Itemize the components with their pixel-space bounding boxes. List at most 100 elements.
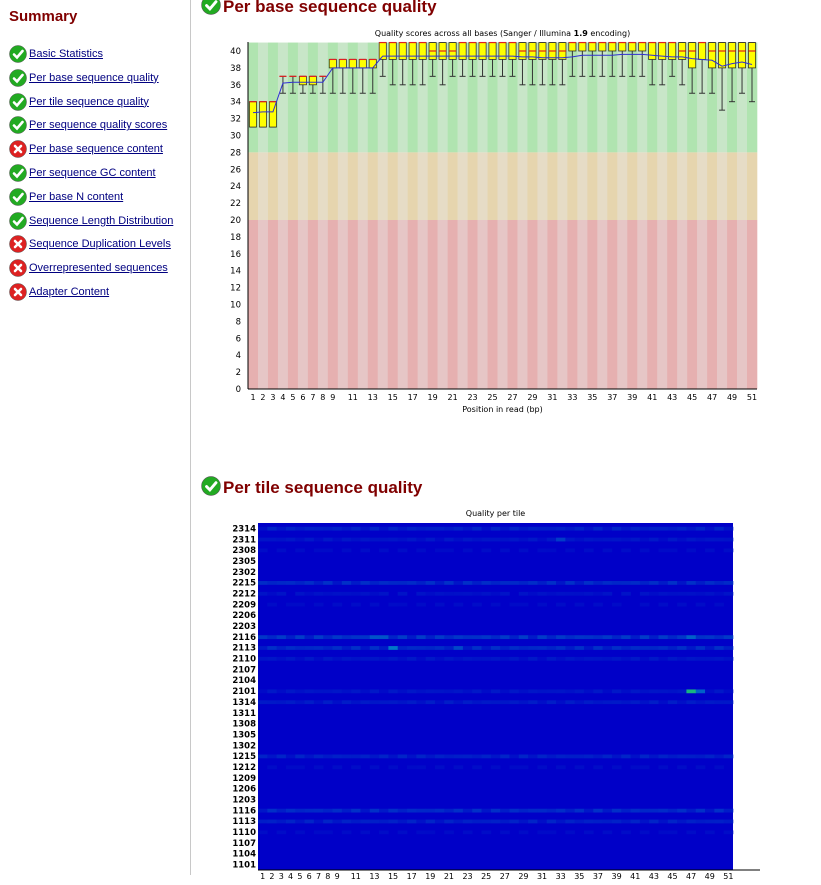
quartile-box <box>598 42 607 52</box>
sidebar-link[interactable]: Per base N content <box>29 190 124 203</box>
heatmap-cell <box>574 602 585 607</box>
heatmap-cell <box>341 635 352 640</box>
band-poor <box>617 220 628 389</box>
y-tick-label: 2308 <box>232 546 256 556</box>
heatmap-cell <box>658 700 669 705</box>
heatmap-cell <box>528 689 538 694</box>
band-good <box>317 42 329 153</box>
heatmap-cell <box>267 700 277 705</box>
heatmap-cell <box>537 830 548 835</box>
band-good <box>637 42 648 153</box>
x-tick-label: 45 <box>667 872 677 881</box>
x-tick-label: 19 <box>425 872 435 881</box>
band-good <box>367 42 379 153</box>
heatmap-cell <box>518 581 529 585</box>
sidebar-link[interactable]: Per tile sequence quality <box>29 95 149 108</box>
heatmap-cell <box>453 808 464 813</box>
heatmap-cell <box>360 656 371 661</box>
heatmap-cell <box>444 548 454 553</box>
heatmap-cell <box>705 700 715 705</box>
heatmap-cell <box>509 819 520 824</box>
heatmap-cell <box>695 602 706 607</box>
sidebar-link[interactable]: Overrepresented sequences <box>29 262 168 275</box>
heatmap-cell <box>341 537 352 542</box>
heatmap-cell <box>667 646 678 650</box>
sidebar-link[interactable]: Per base sequence quality <box>29 71 159 84</box>
sidebar-link[interactable]: Per base sequence content <box>29 143 163 156</box>
heatmap-cell <box>472 700 482 705</box>
sidebar-item[interactable]: Per base sequence content <box>9 139 163 159</box>
heatmap-cell <box>556 754 566 759</box>
quartile-box <box>688 42 697 69</box>
sidebar-link[interactable]: Per sequence quality scores <box>29 119 168 132</box>
band-poor <box>467 220 478 389</box>
heatmap-cell <box>490 819 501 824</box>
heatmap-cell <box>397 602 408 607</box>
heatmap-cell <box>621 635 631 640</box>
sidebar-item[interactable]: Per base sequence quality <box>9 68 159 88</box>
heatmap-cell <box>341 754 352 759</box>
x-tick-label: 41 <box>630 872 640 881</box>
band-reasonable <box>737 152 748 220</box>
sidebar-item[interactable]: Sequence Length Distribution <box>9 211 173 231</box>
heatmap-cell <box>639 754 650 759</box>
x-tick-label: 51 <box>723 872 733 881</box>
heatmap-cell <box>705 754 715 759</box>
sidebar-link[interactable]: Adapter Content <box>29 286 110 298</box>
heatmap-cell <box>667 808 678 813</box>
x-tick-label: 4 <box>280 393 285 402</box>
heatmap-cell <box>472 581 482 585</box>
y-tick-label: 1209 <box>232 774 256 784</box>
heatmap-cell <box>723 700 734 705</box>
sidebar-item[interactable]: Per sequence quality scores <box>9 115 167 135</box>
heatmap-cell <box>611 754 622 759</box>
heatmap-cell <box>490 635 501 640</box>
heatmap-cell <box>481 689 492 694</box>
heatmap-cell <box>304 754 315 759</box>
heatmap-cell <box>258 656 268 661</box>
heatmap-cell <box>546 581 557 585</box>
band-poor <box>287 220 299 389</box>
heatmap-cell <box>695 808 706 813</box>
heatmap-cell <box>658 656 669 661</box>
band-reasonable <box>697 152 708 220</box>
band-good <box>477 42 488 153</box>
sidebar-item[interactable]: Sequence Duplication Levels <box>9 234 171 254</box>
sidebar-item[interactable]: Per sequence GC content <box>9 163 156 183</box>
heatmap-cell <box>556 537 566 542</box>
x-tick-label: 19 <box>428 393 438 402</box>
y-tick-label: 28 <box>230 148 241 158</box>
heatmap-cell <box>304 537 315 542</box>
y-tick-label: 32 <box>230 115 241 125</box>
sidebar-link[interactable]: Sequence Duplication Levels <box>29 238 171 251</box>
heatmap-cell <box>509 700 520 705</box>
sidebar-link[interactable]: Sequence Length Distribution <box>29 214 174 227</box>
sidebar-item[interactable]: Per base N content <box>9 187 123 207</box>
heatmap-cell <box>546 548 557 553</box>
sidebar-item[interactable]: Per tile sequence quality <box>9 92 149 112</box>
heatmap-cell <box>285 819 296 824</box>
heatmap-cell <box>583 581 594 585</box>
heatmap-cell <box>397 537 408 542</box>
heatmap-cell <box>677 635 687 640</box>
sidebar-link[interactable]: Basic Statistics <box>29 48 103 60</box>
sidebar-item[interactable]: Adapter Content <box>9 282 109 302</box>
heatmap-cell <box>341 656 352 661</box>
heatmap-cell <box>611 526 622 531</box>
heatmap-cell <box>583 537 594 542</box>
sidebar-item[interactable]: Basic Statistics <box>9 44 103 64</box>
heatmap-cell <box>453 526 464 531</box>
heatmap-cell <box>369 581 380 585</box>
heatmap-cell <box>481 581 492 585</box>
pass-icon <box>9 92 27 111</box>
heatmap-cell <box>379 700 389 705</box>
heatmap-background <box>258 523 733 870</box>
sidebar-link[interactable]: Per sequence GC content <box>29 167 156 179</box>
quartile-box <box>408 42 417 60</box>
heatmap-cell <box>351 602 361 607</box>
heatmap-cell <box>723 591 734 596</box>
sidebar-item[interactable]: Overrepresented sequences <box>9 258 168 278</box>
heatmap-cell <box>295 808 305 813</box>
heatmap-cell <box>723 537 734 542</box>
section-header-per-base-quality: Per base sequence quality <box>201 0 437 19</box>
